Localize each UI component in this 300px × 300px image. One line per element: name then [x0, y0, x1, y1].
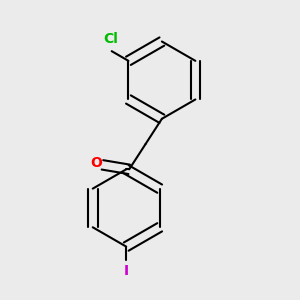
Text: Cl: Cl — [103, 32, 118, 46]
Text: O: O — [90, 156, 102, 170]
Text: I: I — [124, 264, 129, 278]
